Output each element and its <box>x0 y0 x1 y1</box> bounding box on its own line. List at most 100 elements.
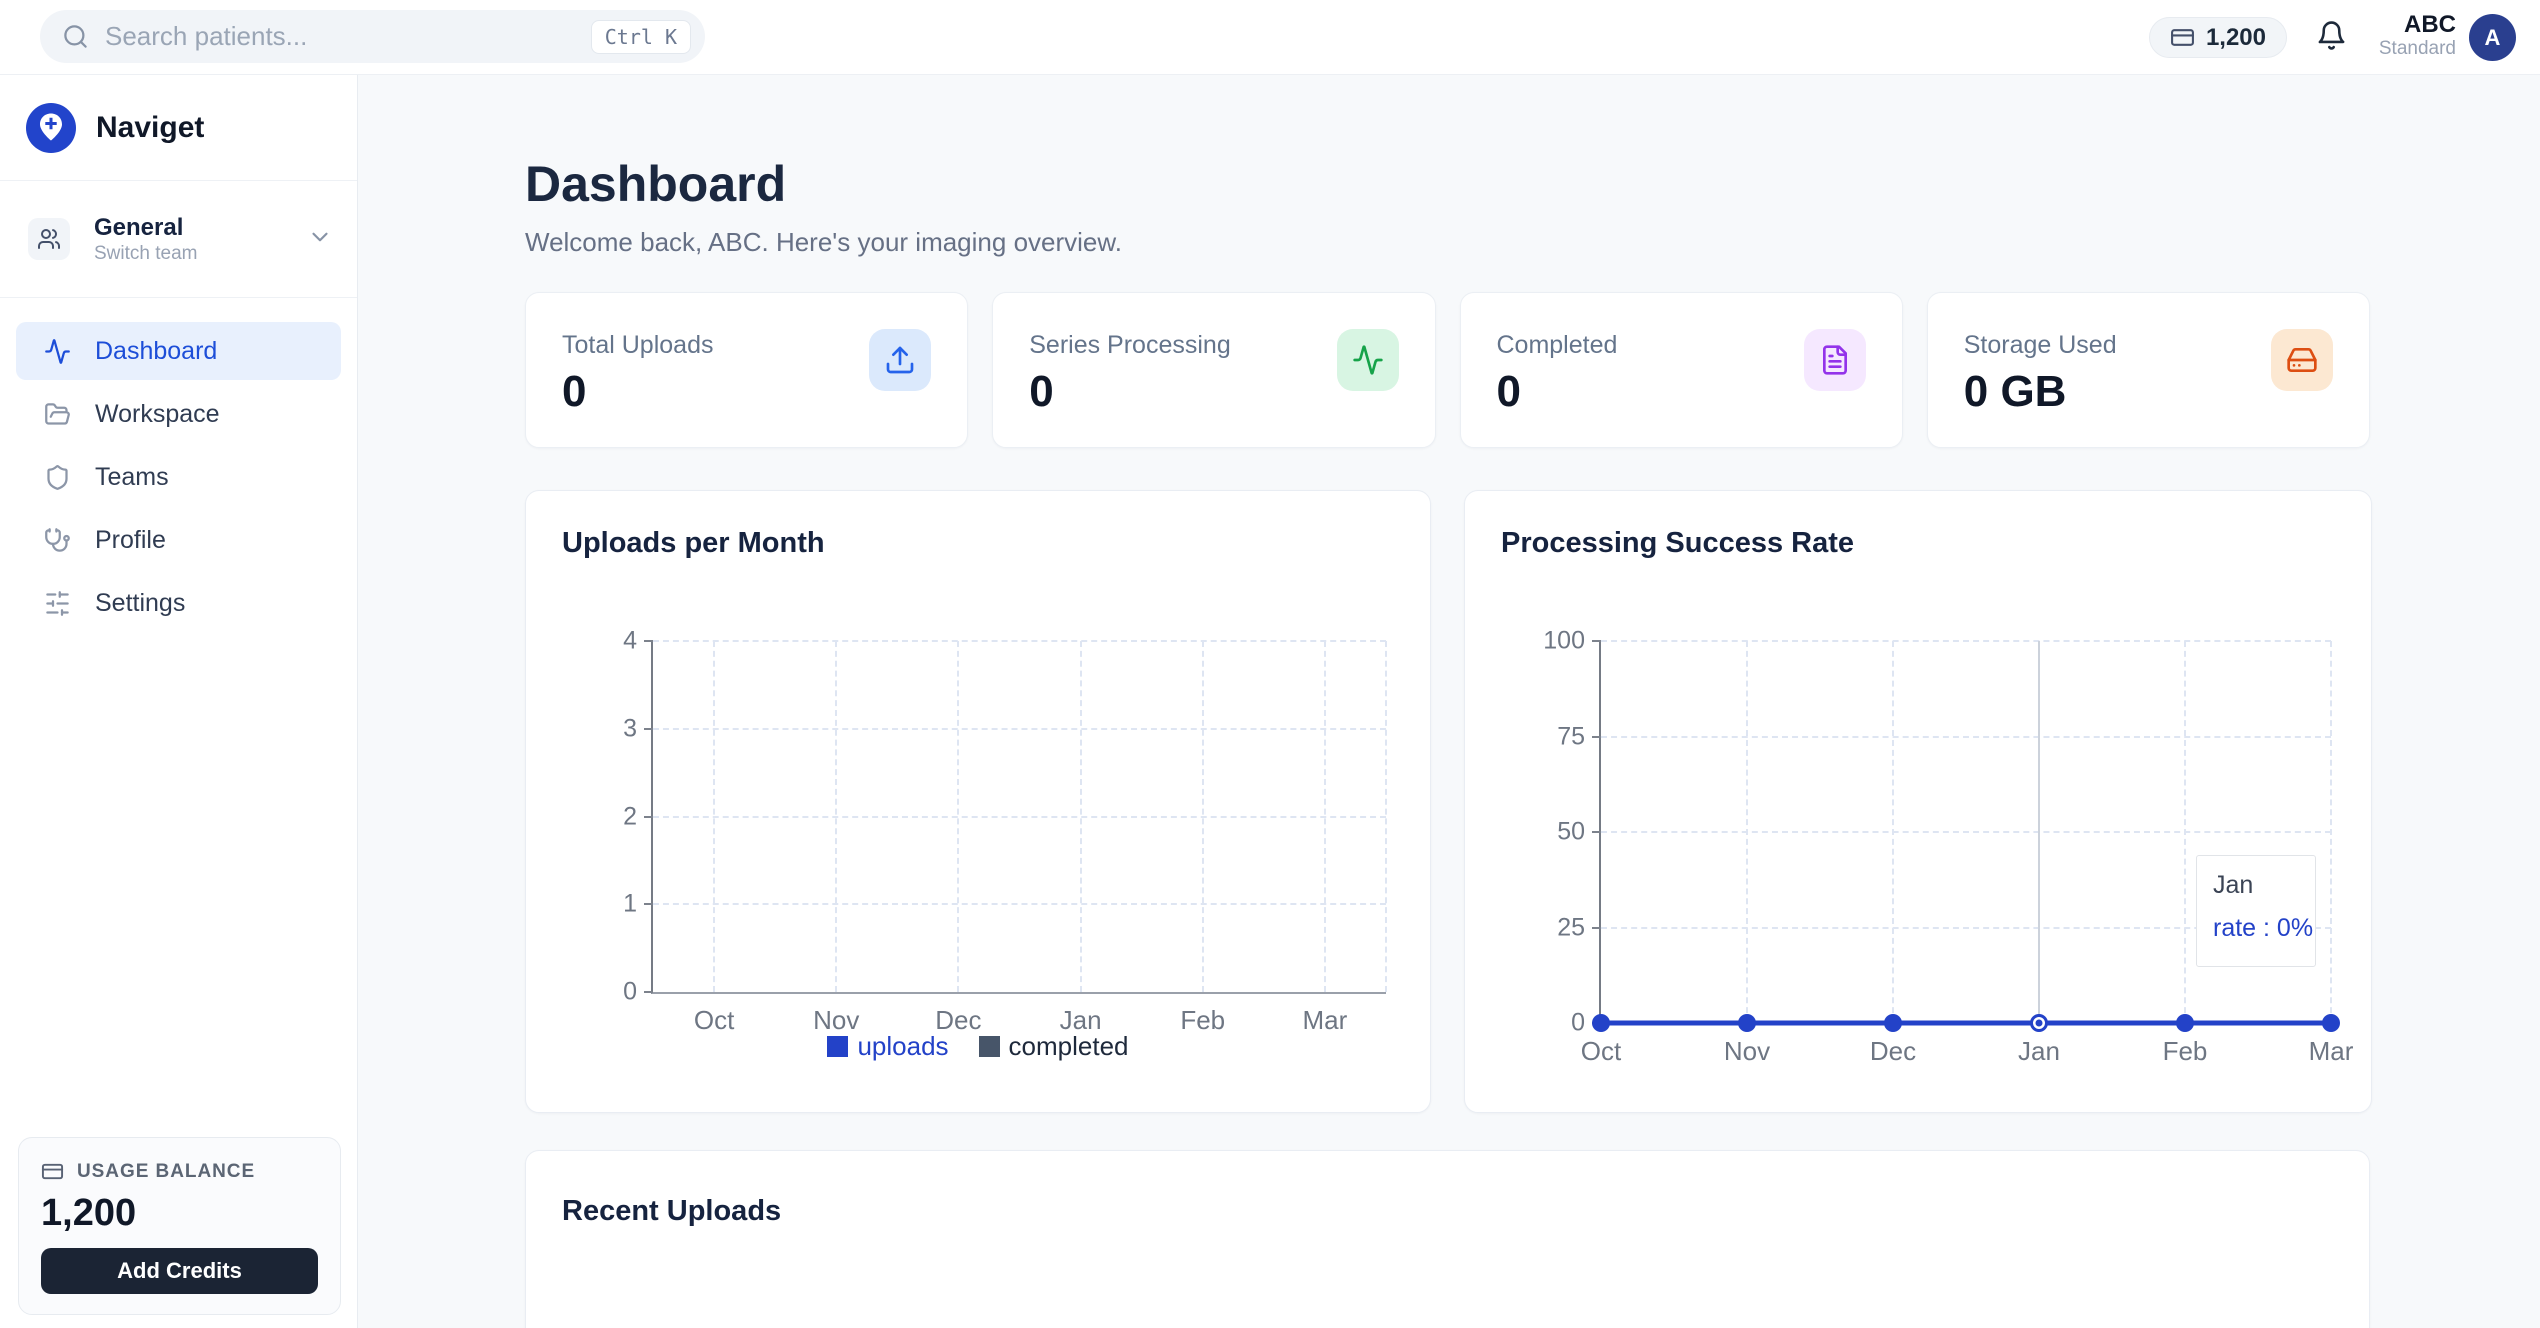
team-name: General <box>94 213 184 241</box>
gridline <box>1601 926 2331 929</box>
gridline <box>653 727 1386 730</box>
stat-value: 0 <box>562 367 587 416</box>
x-axis-tick-label: Dec <box>1869 1036 1917 1066</box>
page-title: Dashboard <box>525 156 787 212</box>
x-axis-tick-label: Jan <box>1059 1005 1102 1035</box>
y-axis-tick-mark <box>644 727 653 730</box>
usage-balance-card: USAGE BALANCE 1,200 Add Credits <box>18 1137 341 1315</box>
x-axis-tick-label: Oct <box>693 1005 735 1035</box>
credit-card-icon <box>2170 29 2194 46</box>
y-axis-tick-label: 2 <box>623 802 637 830</box>
sidebar-item-label: Profile <box>95 525 166 554</box>
sidebar-item-settings[interactable]: Settings <box>16 574 341 632</box>
x-axis-tick-label: Mar <box>1302 1005 1348 1035</box>
data-point-Dec <box>1884 1014 1902 1032</box>
stat-label: Series Processing <box>1029 331 1231 359</box>
y-axis-tick-label: 25 <box>1557 913 1585 941</box>
y-axis-tick-label: 75 <box>1557 722 1585 750</box>
legend-swatch <box>827 1036 849 1057</box>
gridline <box>713 641 716 992</box>
usage-balance-label: USAGE BALANCE <box>77 1160 256 1182</box>
y-axis-tick-mark <box>1592 640 1601 642</box>
y-axis-tick-label: 4 <box>623 626 637 655</box>
legend-swatch <box>978 1036 1000 1057</box>
y-axis-tick-mark <box>644 815 653 818</box>
y-axis-tick-label: 1 <box>623 889 637 918</box>
gridline <box>653 640 1386 642</box>
data-point-Mar <box>2322 1014 2340 1032</box>
chart-title: Uploads per Month <box>562 527 825 559</box>
legend-item-completed[interactable]: completed <box>978 1031 1129 1062</box>
y-axis-tick-label: 3 <box>623 714 637 743</box>
legend-item-uploads[interactable]: uploads <box>827 1031 949 1062</box>
credits-amount: 1,200 <box>2205 23 2266 51</box>
y-axis-tick-label: 0 <box>623 977 637 1006</box>
gridline <box>1079 641 1082 992</box>
naviget-logo-icon <box>26 102 76 153</box>
gridline <box>1201 641 1204 992</box>
hard-drive-icon <box>2287 348 2317 372</box>
processing-success-rate-card: Processing Success Rate 0 25 50 75 100 Oct Nov… <box>1464 490 2372 1113</box>
usage-balance-value: 1,200 <box>41 1192 137 1234</box>
uploads-per-month-card: Uploads per Month 0 1 2 3 4 Oct Nov Dec Jan Feb Ma… <box>525 490 1431 1113</box>
recent-uploads-title: Recent Uploads <box>562 1195 782 1227</box>
charts-row: Uploads per Month 0 1 2 3 4 Oct Nov Dec Jan Feb Ma… <box>525 490 2372 1113</box>
shield-icon <box>47 464 68 490</box>
x-axis-tick-label: Feb <box>2162 1036 2208 1066</box>
stats-row: Total Uploads 0 Series Processing 0 Comp… <box>525 292 2370 448</box>
gridline <box>1601 735 2331 738</box>
add-credits-button[interactable]: Add Credits <box>41 1248 318 1294</box>
uploads-per-month-plot: 0 1 2 3 4 Oct Nov Dec Jan Feb Mar <box>623 628 1387 1035</box>
team-switcher[interactable]: General Switch team <box>0 181 357 298</box>
stat-value: 0 <box>1029 367 1054 416</box>
gridline <box>653 815 1386 818</box>
search-input[interactable] <box>105 21 591 52</box>
page-subtitle: Welcome back, ABC. Here's your imaging o… <box>525 227 1122 257</box>
x-axis-tick-label: Dec <box>935 1005 982 1035</box>
main-content: Dashboard Welcome back, ABC. Here's your… <box>358 75 2540 1328</box>
x-axis-tick-label: Feb <box>1180 1005 1226 1035</box>
upload-icon <box>886 346 914 374</box>
stat-label: Total Uploads <box>562 331 714 359</box>
sliders-icon <box>46 590 69 616</box>
stat-icon-box <box>1803 329 1866 391</box>
sidebar-item-workspace[interactable]: Workspace <box>16 385 341 443</box>
y-axis-tick-mark <box>1592 926 1601 929</box>
gridline <box>1601 831 2331 833</box>
processing-success-rate-plot: 0 25 50 75 100 Oct Nov Dec Jan Feb Mar <box>1543 628 2353 1066</box>
gridline <box>1385 641 1387 992</box>
chart-title: Processing Success Rate <box>1501 527 1855 559</box>
stat-card-total-uploads: Total Uploads 0 <box>525 292 969 448</box>
recent-uploads-card: Recent Uploads <box>525 1150 2370 1328</box>
team-chevron[interactable] <box>307 224 333 255</box>
notifications-button[interactable] <box>2316 20 2352 56</box>
activity-icon <box>45 338 70 364</box>
credits-balance-pill[interactable]: 1,200 <box>2148 17 2287 58</box>
sidebar-item-profile[interactable]: Profile <box>16 511 341 569</box>
team-switch-hint: Switch team <box>94 242 198 264</box>
sidebar-item-teams[interactable]: Teams <box>16 448 341 506</box>
bell-icon <box>2318 21 2345 50</box>
chart-legend: uploads completed <box>526 1031 1430 1062</box>
gridline <box>1892 641 1894 1023</box>
chart-tooltip: Jan rate : 0% <box>2196 855 2316 967</box>
y-axis-tick-mark <box>644 640 653 642</box>
y-axis-tick-label: 100 <box>1543 626 1585 655</box>
y-axis-tick-label: 0 <box>1571 1008 1585 1037</box>
user-name: ABC <box>2404 11 2456 38</box>
stat-card-storage-used: Storage Used 0 GB <box>1926 292 2370 448</box>
stat-value: 0 GB <box>1963 367 2067 416</box>
data-point-Nov <box>1738 1014 1756 1032</box>
sidebar-item-dashboard[interactable]: Dashboard <box>16 322 341 380</box>
data-point-Jan <box>2030 1014 2048 1032</box>
file-text-icon <box>1822 345 1847 375</box>
search-icon <box>64 25 87 48</box>
folder-open-icon <box>45 402 70 425</box>
user-plan-badge: Standard <box>2378 38 2456 59</box>
avatar-initial: A <box>2484 24 2501 50</box>
avatar[interactable]: A <box>2469 14 2516 61</box>
user-menu[interactable]: ABC Standard <box>2379 11 2456 60</box>
x-axis-tick-label: Nov <box>1723 1036 1771 1066</box>
data-point-Oct <box>1592 1014 1610 1032</box>
patient-search[interactable]: Ctrl K <box>40 10 705 63</box>
